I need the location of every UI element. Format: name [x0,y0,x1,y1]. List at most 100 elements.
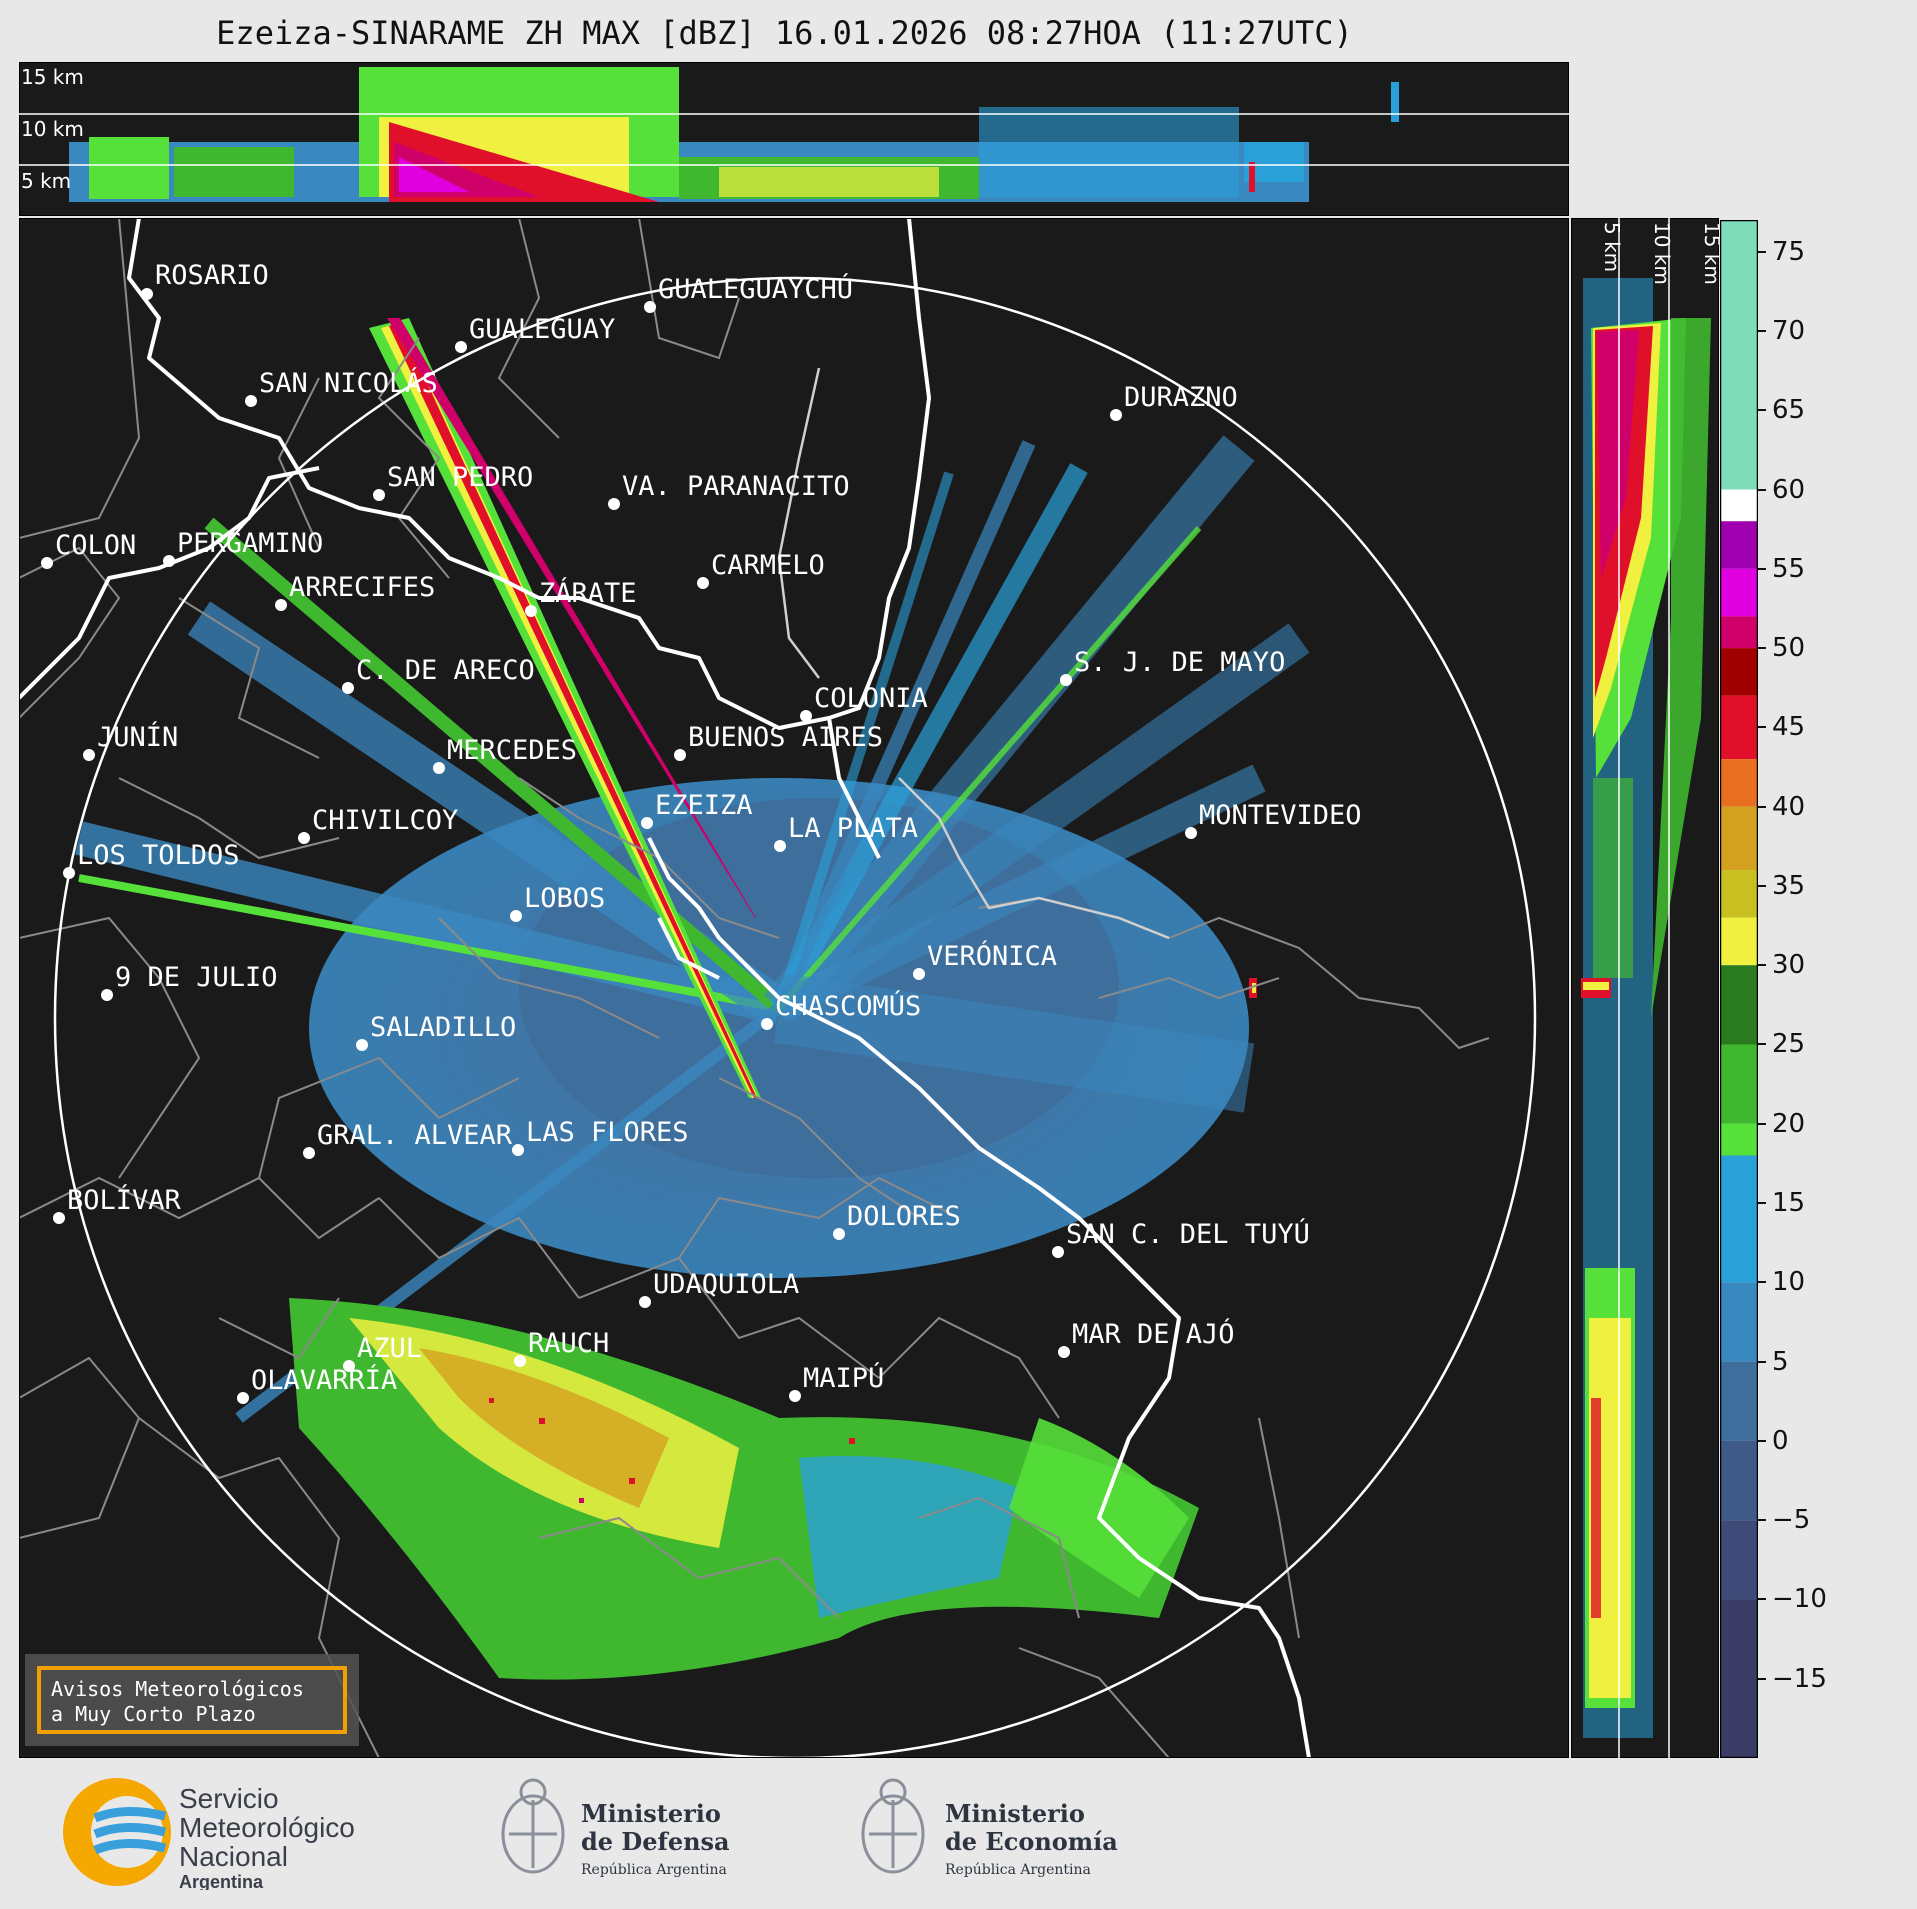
colorbar-band [1720,759,1758,807]
city-label: LOBOS [524,883,605,914]
city-marker [433,762,445,774]
defensa-line-2: de Defensa [581,1827,730,1856]
colorbar-band [1720,806,1758,871]
city-label: UDAQUIOLA [653,1269,799,1300]
colorbar-tick-mark [1758,1202,1766,1205]
smn-line-2: Meteorológico [179,1812,355,1843]
colorbar-band [1720,1440,1758,1521]
colorbar-tick-label: 45 [1772,712,1806,743]
argentina-coat-of-arms-icon [501,1778,565,1874]
city-marker [53,1212,65,1224]
footer-logos: Servicio Meteorológico Nacional Argentin… [0,1760,1917,1909]
city-saladillo: SALADILLO [356,1012,516,1051]
city-marker [41,557,53,569]
city-label: ZÁRATE [539,577,637,609]
city-label: CHASCOMÚS [775,990,921,1022]
colorbar-tick-label: 70 [1772,315,1806,346]
colorbar-tick-label: 50 [1772,633,1806,664]
city-marker [510,910,522,922]
city-buenos-aires: BUENOS AIRES [674,722,883,761]
city-los-toldos: LOS TOLDOS [63,840,240,879]
city-marker [674,749,686,761]
city-label: SAN NICOLÁS [259,367,438,399]
defensa-line-3: República Argentina [581,1862,727,1878]
city-marker [644,301,656,313]
colorbar-tick-label: 35 [1772,870,1806,901]
city-label: MONTEVIDEO [1199,800,1362,831]
colorbar-band [1720,1123,1758,1156]
city-dolores: DOLORES [833,1201,961,1240]
colorbar-ticks: 75 70 65 60 55 50 45 40 35 30 25 20 15 10 5 0 −5 −10 −15 [1758,220,1868,1758]
right-section-echoes [1581,278,1711,1738]
colorbar-tick-label: 20 [1772,1108,1806,1139]
city-marker [101,989,113,1001]
colorbar-band [1720,1282,1758,1362]
city-arrecifes: ARRECIFES [275,572,435,611]
city-san-nicolás: SAN NICOLÁS [245,367,438,407]
city-label: SALADILLO [370,1012,516,1043]
city-marker [141,288,153,300]
colorbar-band [1720,1044,1758,1124]
colorbar-tick-mark [1758,1677,1766,1680]
city-marker [641,817,653,829]
city-marker [356,1039,368,1051]
city-mar-de-ajó: MAR DE AJÓ [1058,1318,1235,1358]
city-label: LOS TOLDOS [77,840,240,871]
city-label: MAIPÚ [803,1362,884,1394]
city-marker [163,555,175,567]
city-marker [913,968,925,980]
colorbar-band [1720,917,1758,966]
colorbar-tick-label: −15 [1772,1663,1827,1694]
city-label: EZEIZA [655,790,753,821]
city-las-flores: LAS FLORES [512,1117,689,1156]
city-label: GRAL. ALVEAR [317,1120,513,1151]
city-marker [303,1147,315,1159]
city-c-de-areco: C. DE ARECO [342,655,535,694]
city-gualeguaychú: GUALEGUAYCHÚ [644,273,853,313]
colorbar-band [1720,1361,1758,1441]
city-label: MAR DE AJÓ [1072,1318,1235,1350]
city-s-j-de-mayo: S. J. DE MAYO [1060,647,1285,686]
city-marker [298,832,310,844]
right-cross-section-panel: 5 km 10 km 15 km [1571,218,1719,1758]
city-marker [245,395,257,407]
city-label: DOLORES [847,1201,961,1232]
colorbar-band [1720,568,1758,617]
colorbar-band [1720,870,1758,918]
city-marker [373,489,385,501]
colorbar-tick-mark [1758,1281,1766,1284]
city-label: PERGAMINO [177,528,323,559]
city-marker [514,1355,526,1367]
top-height-label-5km: 5 km [21,169,71,193]
admin-boundaries [19,218,1490,1758]
colorbar-tick-label: 15 [1772,1188,1806,1219]
colorbar-band [1720,1520,1758,1600]
city-azul: AZUL [343,1333,422,1372]
city-label: LAS FLORES [526,1117,689,1148]
colorbar-tick-label: 10 [1772,1267,1806,1298]
city-marker [342,682,354,694]
city-label: AZUL [357,1333,422,1364]
colorbar-tick-mark [1758,567,1766,570]
colorbar-tick-label: −10 [1772,1584,1827,1615]
colorbar-tick-label: 0 [1772,1425,1789,1456]
colorbar-tick-label: 5 [1772,1346,1789,1377]
city-label: CARMELO [711,550,825,581]
smn-line-1: Servicio [179,1783,279,1814]
city-marker [608,498,620,510]
strong-line-echo [369,318,761,1098]
smn-line-4: Argentina [179,1872,264,1890]
city-marker [761,1018,773,1030]
colorbar-tick-mark [1758,409,1766,412]
economia-line-3: República Argentina [945,1862,1091,1878]
city-marker [789,1390,801,1402]
colorbar-band [1720,648,1758,696]
smn-logo: Servicio Meteorológico Nacional Argentin… [63,1778,355,1890]
badge-line-1: Avisos Meteorológicos [51,1677,304,1701]
city-label: VA. PARANACITO [622,471,850,502]
city-marker [455,341,467,353]
city-marker [774,840,786,852]
colorbar-tick-mark [1758,1439,1766,1442]
city-marker [833,1228,845,1240]
city-carmelo: CARMELO [697,550,825,589]
